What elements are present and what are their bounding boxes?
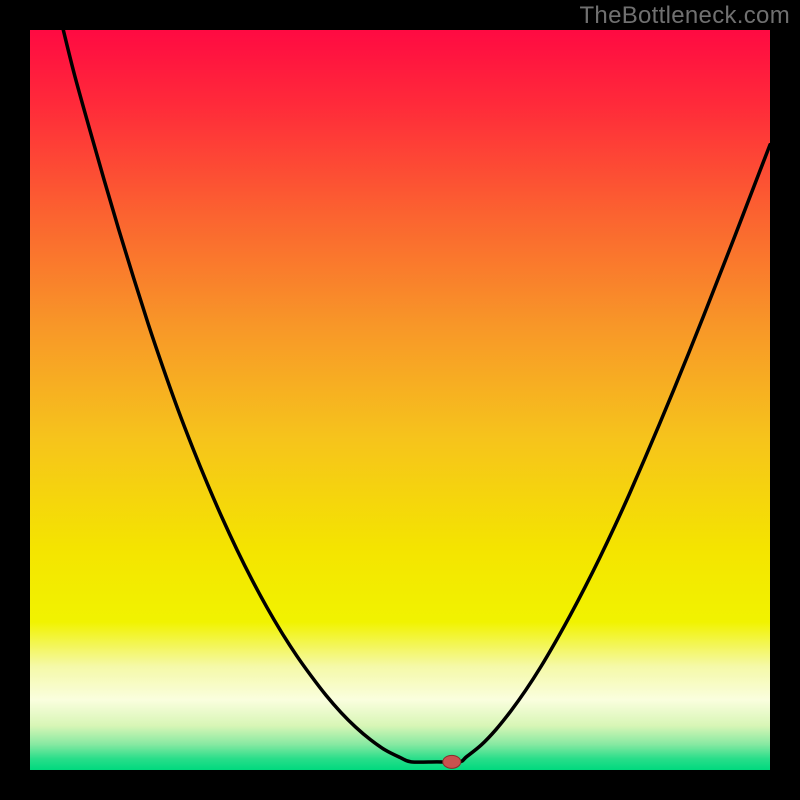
optimal-marker [443, 755, 461, 768]
chart-container: TheBottleneck.com [0, 0, 800, 800]
bottleneck-chart [0, 0, 800, 800]
plot-background-gradient [30, 30, 770, 770]
watermark-text: TheBottleneck.com [579, 2, 790, 30]
